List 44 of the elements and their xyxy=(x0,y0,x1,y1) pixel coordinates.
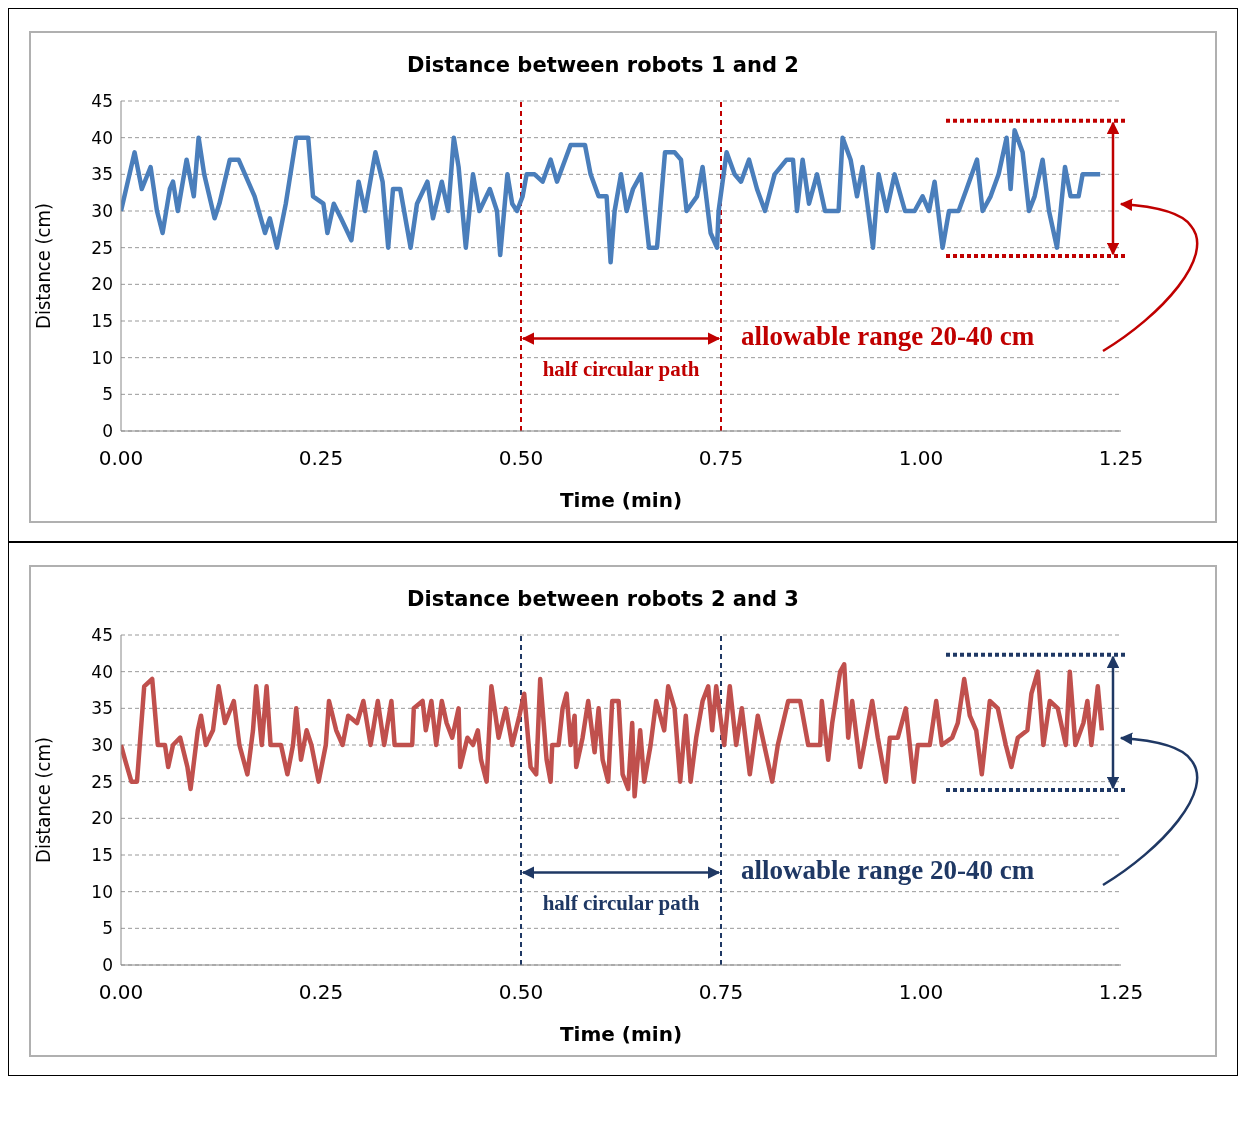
annotation: half circular path xyxy=(542,357,700,382)
y-tick-label: 25 xyxy=(91,771,113,792)
y-tick-label: 20 xyxy=(91,274,113,295)
y-tick-label: 10 xyxy=(91,347,113,368)
y-tick-label: 5 xyxy=(102,918,113,939)
y-tick-label: 40 xyxy=(91,661,113,682)
y-axis-title: Distance (cm) xyxy=(31,737,56,863)
chart-title: Distance between robots 2 and 3 xyxy=(406,586,800,613)
line-series xyxy=(121,662,1105,799)
x-axis-title: Time (min) xyxy=(559,1022,683,1046)
x-tick-label: 1.25 xyxy=(1098,980,1144,1005)
x-axis-title: Time (min) xyxy=(559,488,683,512)
x-tick-label: 1.00 xyxy=(898,980,944,1005)
y-tick-label: 25 xyxy=(91,237,113,258)
y-tick-label: 35 xyxy=(91,164,113,185)
x-tick-label: 0.75 xyxy=(698,446,744,471)
annotation: allowable range 20-40 cm xyxy=(741,854,1035,885)
y-tick-label: 35 xyxy=(91,698,113,719)
annotation: half circular path xyxy=(542,891,700,916)
y-tick-label: 0 xyxy=(102,955,113,976)
y-tick-label: 15 xyxy=(91,311,113,332)
x-tick-label: 0.00 xyxy=(98,980,144,1005)
y-tick-label: 30 xyxy=(91,201,113,222)
y-tick-label: 45 xyxy=(91,91,113,112)
x-tick-label: 0.50 xyxy=(498,446,544,471)
x-tick-label: 1.25 xyxy=(1098,446,1144,471)
y-tick-label: 45 xyxy=(91,625,113,646)
y-tick-label: 40 xyxy=(91,127,113,148)
x-tick-label: 0.75 xyxy=(698,980,744,1005)
line-series xyxy=(121,128,1103,265)
y-axis-title: Distance (cm) xyxy=(31,203,56,329)
y-tick-label: 30 xyxy=(91,735,113,756)
y-tick-label: 5 xyxy=(102,384,113,405)
y-tick-label: 15 xyxy=(91,845,113,866)
x-tick-label: 0.25 xyxy=(298,980,344,1005)
y-tick-label: 10 xyxy=(91,881,113,902)
y-tick-label: 20 xyxy=(91,808,113,829)
chart-title: Distance between robots 1 and 2 xyxy=(406,52,800,79)
y-tick-label: 0 xyxy=(102,421,113,442)
annotation: allowable range 20-40 cm xyxy=(741,320,1035,351)
x-tick-label: 0.00 xyxy=(98,446,144,471)
x-tick-label: 1.00 xyxy=(898,446,944,471)
x-tick-label: 0.50 xyxy=(498,980,544,1005)
x-tick-label: 0.25 xyxy=(298,446,344,471)
